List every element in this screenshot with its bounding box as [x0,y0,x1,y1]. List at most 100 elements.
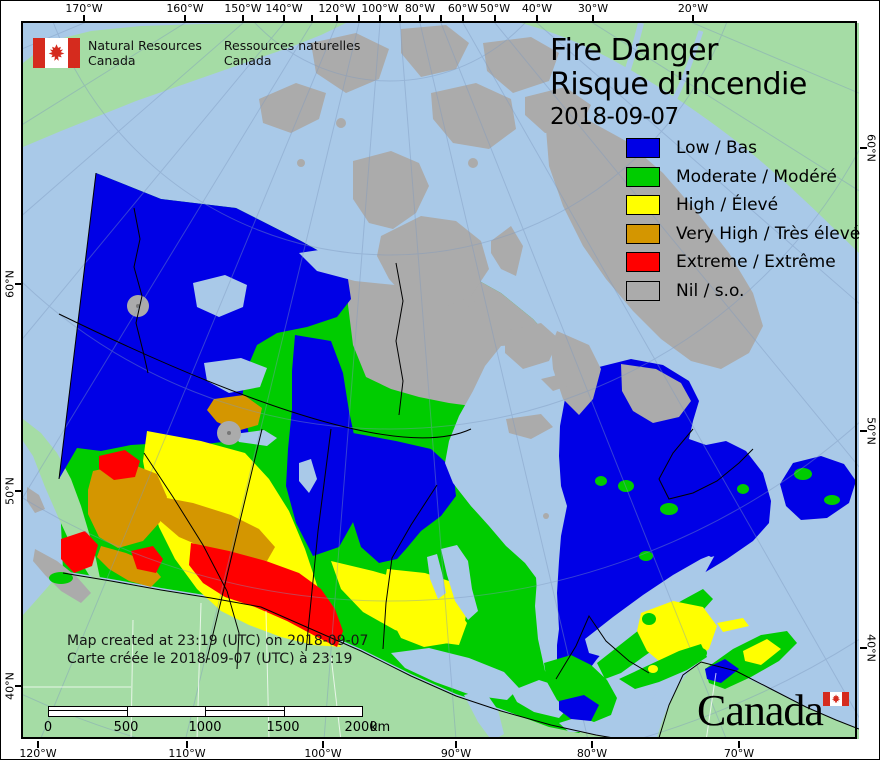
border-yukon-nwt [133,207,149,374]
border-sk-mb [305,428,332,652]
meridian-line [23,23,285,339]
axis-tick-top [283,15,285,22]
hb-coast-nil [506,414,553,439]
border-canada-us-east [658,661,859,739]
victoria-island [377,216,489,309]
legend-swatch-high [626,195,660,216]
dept-name-en: Natural Resources Canada [88,38,202,68]
lake-superior [391,648,519,700]
wordmark-flag-icon [823,692,849,706]
southampton-island [505,323,559,369]
axis-label-top: 140°W [265,2,303,15]
axis-label-bottom: 120°W [19,747,57,760]
foreign-land [23,23,859,739]
legend: Low / Bas Moderate / Modéré High / Élevé… [626,134,860,305]
legend-swatch-extreme [626,252,660,273]
region-us-east [656,661,859,739]
region-greenland [521,23,859,253]
scale-bar-label: 1000 [188,720,222,735]
axis-label-top: 20°W [677,2,709,15]
border-canada-us-west [62,572,623,739]
axis-label-right: 40°N [864,634,878,662]
southern-ontario [544,644,707,722]
axis-tick-top [379,15,381,22]
legend-label-nil: Nil / s.o. [676,280,745,301]
meridian-line [185,23,360,739]
axis-tick-right [860,147,867,149]
axis-tick-top [184,15,186,22]
legend-swatch-very-high [626,223,660,244]
region-nw-ontario-high [383,569,468,647]
meridian-line [323,23,381,739]
legend-label-moderate: Moderate / Modéré [676,166,837,187]
axis-tick-top-minor [358,15,360,22]
ungava-nil [621,364,691,423]
maple-leaf-icon [48,44,65,61]
axis-tick-top [242,15,244,22]
scale-bar-label: 1500 [266,720,300,735]
banks-island [353,151,429,229]
axis-label-top: 50°W [479,2,511,15]
legend-row-low: Low / Bas [626,134,860,163]
axis-tick-top [536,15,538,22]
region-bc-extreme-2 [61,531,98,573]
region-bc-very-high [88,463,167,548]
meridian-line [419,23,589,739]
haida-gwaii [27,487,45,513]
region-quebec-low [552,359,771,701]
meridian-line [399,23,457,739]
meridian-line [462,23,859,719]
axis-label-bottom: 100°W [304,747,342,760]
legend-swatch-moderate [626,166,660,187]
axis-tick-top [83,15,85,22]
axis-label-top: 160°W [166,2,204,15]
legend-row-extreme: Extreme / Extrême [626,248,860,277]
axis-label-top: 170°W [65,2,103,15]
axis-label-top: 40°W [521,2,553,15]
legend-row-nil: Nil / s.o. [626,277,860,306]
region-pei [717,618,749,632]
scale-bar-unit: km [370,720,391,735]
nrcan-signature: Natural Resources Canada Ressources natu… [33,38,360,68]
meridian-line [494,23,859,468]
region-siberia-alaska [23,23,346,147]
axis-tick-top [494,15,496,22]
axis-tick-top [336,15,338,22]
great-bear-lake [193,275,247,317]
region-ab-sk-extreme [189,543,343,647]
baffin-south [551,331,601,415]
axis-tick-bottom [322,741,324,748]
scale-bar-label: 2000 [344,720,378,735]
axis-label-bottom: 80°W [576,747,608,760]
ellesmere-island [525,87,591,133]
region-bc-extreme-3 [131,546,163,573]
axis-label-top: 60°W [447,2,479,15]
foxe-basin [554,251,619,329]
axis-label-top: 30°W [577,2,609,15]
political-borders [58,172,859,739]
lake-winnipeg [441,545,478,620]
axis-label-left: 60°N [3,270,17,298]
region-anticosti [696,543,738,557]
scale-bar [48,706,363,717]
meridian-line [440,23,727,739]
region-ab-very-high [146,495,275,561]
axis-tick-bottom [186,741,188,748]
border-ab-sk [205,428,263,664]
axis-label-right: 60°N [864,134,878,162]
greenland-channel [610,23,644,113]
axis-label-bottom: 70°W [723,747,755,760]
parallel-line [23,421,859,602]
axis-label-bottom: 110°W [168,747,206,760]
border-qc-nl [658,428,754,500]
legend-row-high: High / Élevé [626,191,860,220]
legend-swatch-low [626,138,660,159]
border-mb-on [382,484,438,650]
meridian-line [23,23,186,125]
parallel-line [53,23,727,256]
axis-label-bottom: 90°W [440,747,472,760]
parallel-line [23,148,859,430]
dept-name-fr: Ressources naturelles Canada [223,38,361,68]
